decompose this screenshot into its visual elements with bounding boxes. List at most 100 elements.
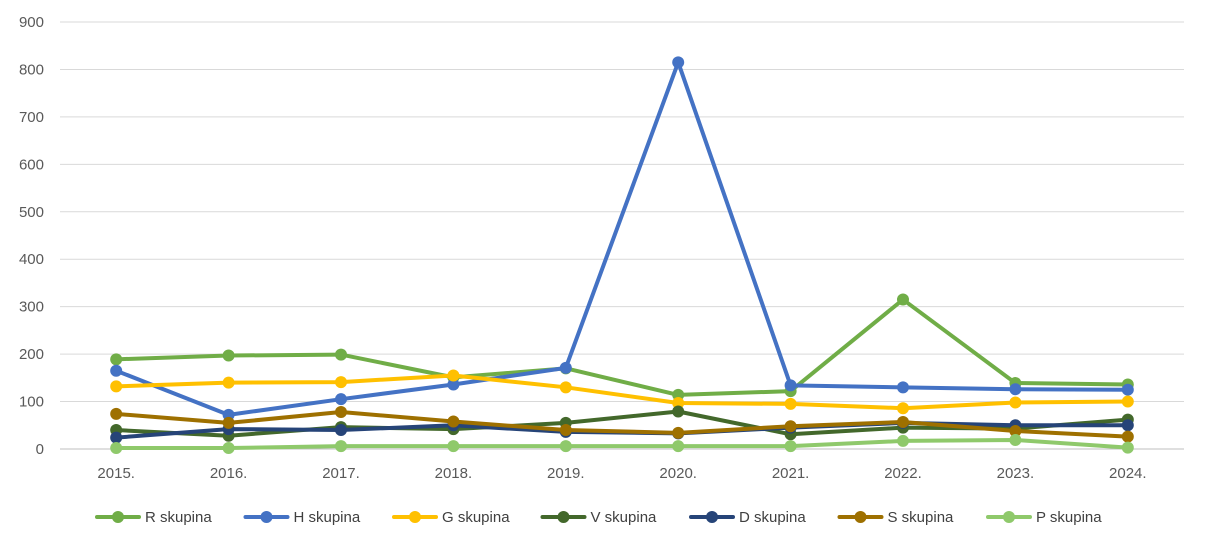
y-tick-label: 900 bbox=[19, 14, 44, 31]
x-tick-label: 2015. bbox=[97, 465, 135, 482]
data-point bbox=[784, 420, 797, 433]
y-tick-label: 0 bbox=[36, 441, 44, 458]
legend-label: V skupina bbox=[591, 509, 658, 526]
legend-marker bbox=[112, 511, 124, 523]
series-6 bbox=[110, 405, 1134, 443]
x-tick-label: 2022. bbox=[884, 465, 922, 482]
data-point bbox=[1009, 396, 1022, 409]
data-point bbox=[559, 381, 572, 394]
data-point bbox=[672, 396, 685, 409]
data-point bbox=[447, 415, 460, 428]
series-2 bbox=[110, 56, 1134, 421]
series-line bbox=[114, 437, 1130, 451]
data-point bbox=[672, 56, 685, 69]
legend-item: R skupina bbox=[95, 509, 212, 526]
y-axis: 0 100 200 300 400 500 600 700 800 900 bbox=[19, 14, 44, 458]
y-tick-label: 200 bbox=[19, 346, 44, 363]
data-point bbox=[110, 442, 123, 455]
legend-marker bbox=[409, 511, 421, 523]
legend-marker bbox=[706, 511, 718, 523]
data-point bbox=[447, 378, 460, 391]
data-point bbox=[335, 405, 347, 418]
data-point bbox=[1121, 441, 1134, 454]
y-tick-label: 800 bbox=[19, 61, 44, 78]
series-1 bbox=[110, 293, 1134, 401]
data-point bbox=[110, 380, 123, 393]
data-point bbox=[897, 293, 909, 306]
data-point bbox=[335, 376, 347, 389]
legend-item: H skupina bbox=[243, 509, 361, 526]
x-tick-label: 2017. bbox=[322, 465, 360, 482]
legend-marker bbox=[557, 511, 570, 523]
x-axis: 2015. 2016. 2017. 2018. 2019. 2020. 2021. 2022.… bbox=[97, 465, 1146, 482]
data-point bbox=[110, 407, 123, 420]
legend-label: D skupina bbox=[739, 509, 806, 526]
legend-item: V skupina bbox=[540, 509, 658, 526]
data-point bbox=[222, 349, 235, 362]
legend-item: G skupina bbox=[392, 509, 510, 526]
legend-marker bbox=[1003, 511, 1015, 523]
y-tick-label: 100 bbox=[19, 394, 44, 411]
data-point bbox=[447, 369, 460, 382]
data-point bbox=[110, 353, 123, 366]
x-tick-label: 2019. bbox=[547, 465, 585, 482]
data-point bbox=[1121, 395, 1134, 408]
legend-label: P skupina bbox=[1036, 509, 1102, 526]
legend-label: R skupina bbox=[145, 509, 212, 526]
data-point bbox=[110, 364, 123, 377]
data-point bbox=[335, 424, 347, 437]
data-point bbox=[1121, 430, 1134, 443]
y-tick-label: 600 bbox=[19, 156, 44, 173]
x-tick-label: 2021. bbox=[772, 465, 810, 482]
data-point bbox=[1009, 424, 1022, 437]
data-point bbox=[897, 402, 909, 415]
legend-item: D skupina bbox=[689, 509, 806, 526]
data-point bbox=[335, 440, 347, 453]
legend-marker bbox=[260, 511, 273, 523]
data-point bbox=[672, 405, 685, 418]
data-point bbox=[222, 442, 235, 455]
data-point bbox=[1009, 433, 1022, 446]
data-point bbox=[222, 376, 235, 389]
data-point bbox=[1121, 419, 1134, 432]
data-point bbox=[1121, 383, 1134, 396]
data-point bbox=[447, 440, 460, 453]
legend-marker bbox=[854, 511, 867, 523]
x-tick-label: 2024. bbox=[1109, 465, 1147, 482]
legend-label: G skupina bbox=[442, 509, 510, 526]
x-tick-label: 2023. bbox=[997, 465, 1035, 482]
legend-item: S skupina bbox=[837, 509, 955, 526]
y-tick-label: 500 bbox=[19, 204, 44, 221]
series-3 bbox=[110, 369, 1134, 415]
data-point bbox=[559, 424, 572, 437]
legend-item: P skupina bbox=[986, 509, 1102, 526]
data-point bbox=[897, 434, 909, 447]
legend: R skupina H skupina G skupina V skupina D sk… bbox=[95, 509, 1102, 526]
series-line bbox=[114, 409, 1130, 439]
data-point bbox=[335, 393, 347, 406]
data-point bbox=[672, 426, 685, 439]
data-point bbox=[784, 379, 797, 392]
data-point bbox=[672, 440, 685, 453]
series-group bbox=[110, 56, 1134, 455]
series-line bbox=[114, 60, 1130, 417]
data-point bbox=[897, 381, 909, 394]
series-line bbox=[114, 297, 1130, 397]
x-tick-label: 2016. bbox=[210, 465, 248, 482]
series-line bbox=[114, 373, 1130, 411]
x-tick-label: 2020. bbox=[659, 465, 697, 482]
series-7 bbox=[110, 433, 1134, 455]
data-point bbox=[897, 415, 909, 428]
data-point bbox=[222, 416, 235, 429]
legend-label: H skupina bbox=[294, 509, 361, 526]
y-tick-label: 400 bbox=[19, 251, 44, 268]
data-point bbox=[559, 440, 572, 453]
data-point bbox=[1009, 383, 1022, 396]
data-point bbox=[110, 431, 123, 444]
y-tick-label: 300 bbox=[19, 299, 44, 316]
y-tick-label: 700 bbox=[19, 109, 44, 126]
data-point bbox=[784, 397, 797, 410]
data-point bbox=[784, 440, 797, 453]
legend-label: S skupina bbox=[888, 509, 955, 526]
